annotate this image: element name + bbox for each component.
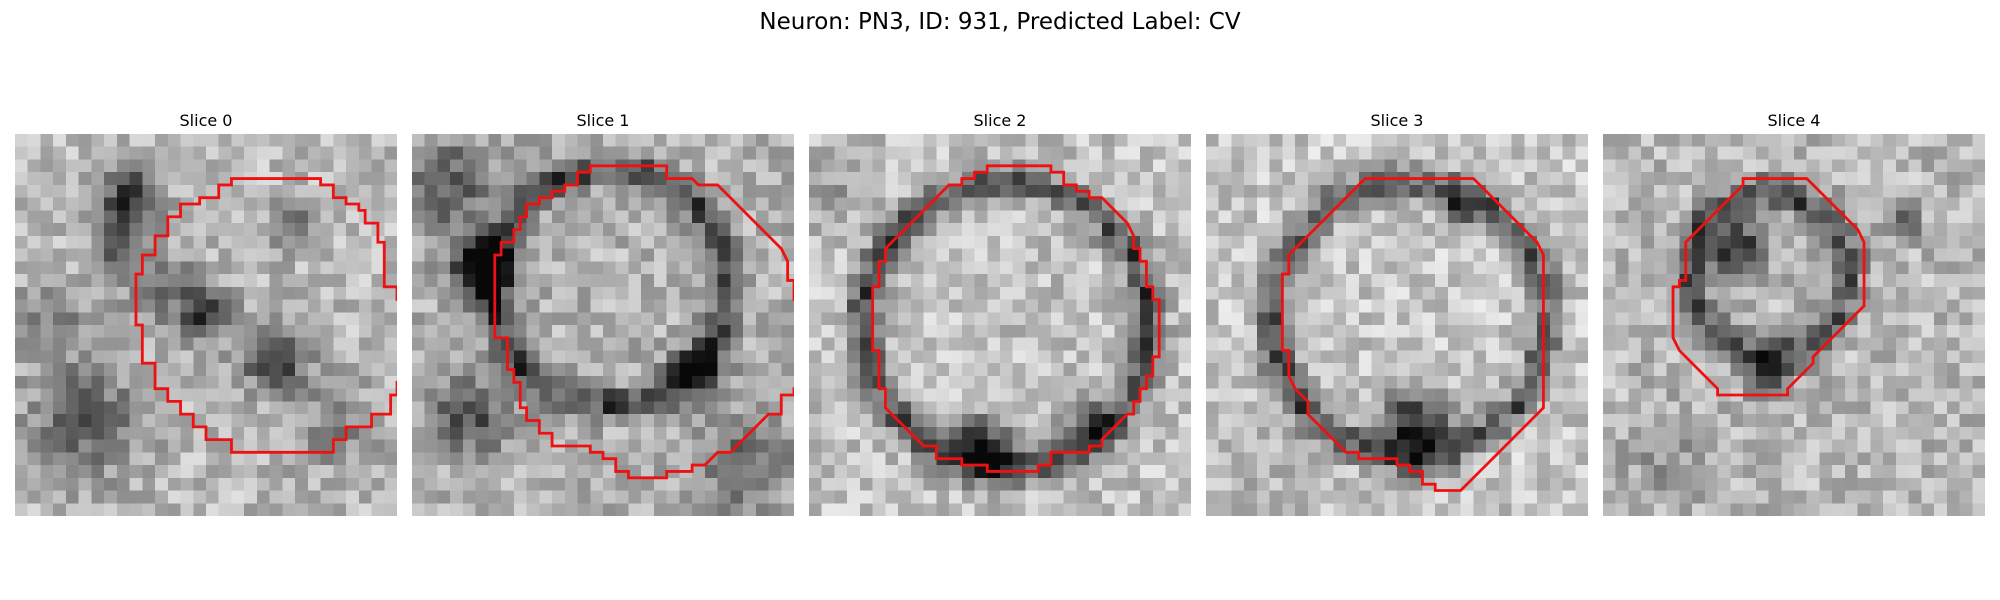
slice-image [1206, 134, 1588, 516]
slice-title: Slice 1 [576, 111, 630, 130]
slice-title: Slice 4 [1767, 111, 1821, 130]
figure-title: Neuron: PN3, ID: 931, Predicted Label: C… [759, 9, 1241, 35]
micrograph-pixels [1603, 134, 1985, 516]
segmentation-contour [134, 177, 397, 454]
slice-image [1603, 134, 1985, 516]
micrograph-pixels [412, 134, 794, 516]
micrograph-pixels [15, 134, 397, 516]
segmentation-contour [493, 164, 794, 480]
slice-panel-4: Slice 4 [1603, 108, 1985, 516]
segmentation-contour [1280, 177, 1545, 492]
slice-image [15, 134, 397, 516]
slice-panel-3: Slice 3 [1206, 108, 1588, 516]
slice-title: Slice 3 [1370, 111, 1424, 130]
segmentation-contour [1671, 177, 1866, 397]
slice-image [412, 134, 794, 516]
slice-panel-2: Slice 2 [809, 108, 1191, 516]
slice-image [809, 134, 1191, 516]
slice-panel-0: Slice 0 [15, 108, 397, 516]
slice-panel-1: Slice 1 [412, 108, 794, 516]
micrograph-pixels [809, 134, 1191, 516]
slice-title: Slice 0 [179, 111, 233, 130]
slice-title: Slice 2 [973, 111, 1027, 130]
segmentation-contour [871, 164, 1161, 473]
micrograph-pixels [1206, 134, 1588, 516]
